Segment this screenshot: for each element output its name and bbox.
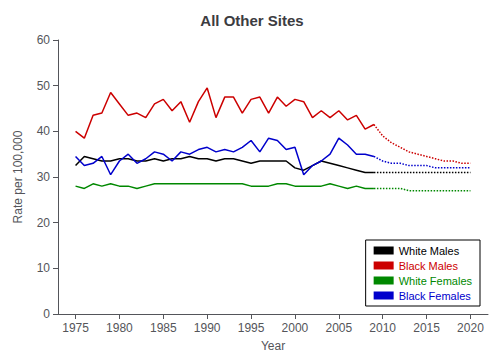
svg-text:Rate per 100,000: Rate per 100,000 [11,130,25,223]
svg-text:1995: 1995 [238,321,265,335]
svg-text:2015: 2015 [413,321,440,335]
svg-text:Black Males: Black Males [399,260,459,272]
svg-text:White Males: White Males [399,245,460,257]
svg-text:50: 50 [37,79,51,93]
svg-text:30: 30 [37,170,51,184]
svg-text:40: 40 [37,124,51,138]
svg-text:2005: 2005 [325,321,352,335]
svg-text:1980: 1980 [106,321,133,335]
svg-text:60: 60 [37,33,51,47]
svg-text:1975: 1975 [62,321,89,335]
svg-text:Black Females: Black Females [399,290,472,302]
svg-text:2000: 2000 [282,321,309,335]
svg-text:2010: 2010 [369,321,396,335]
svg-text:10: 10 [37,261,51,275]
svg-text:0: 0 [43,307,50,321]
svg-text:2020: 2020 [457,321,484,335]
svg-text:All Other Sites: All Other Sites [200,12,303,29]
svg-text:1990: 1990 [194,321,221,335]
svg-text:20: 20 [37,216,51,230]
svg-text:1985: 1985 [150,321,177,335]
svg-text:Year: Year [261,339,285,353]
svg-text:White Females: White Females [399,275,473,287]
